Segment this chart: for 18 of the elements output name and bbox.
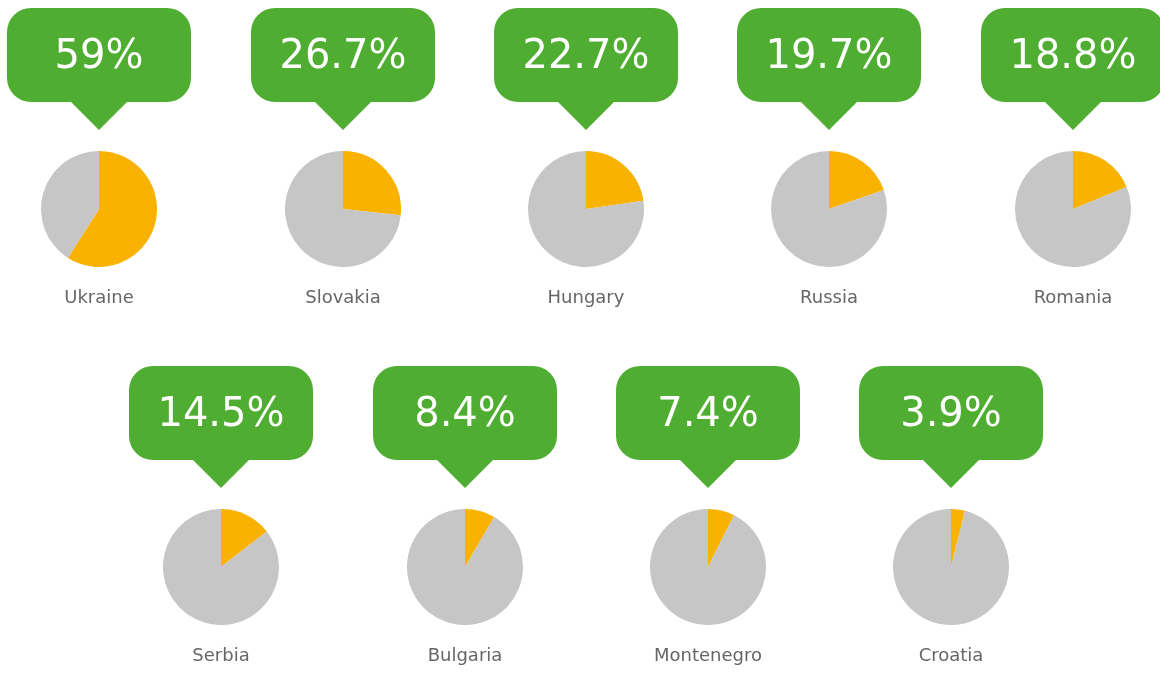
text: Bulgaria bbox=[426, 644, 504, 666]
text: Hungary bbox=[546, 286, 626, 308]
data-label: 26.7% bbox=[278, 30, 408, 78]
data-label: 22.7% bbox=[521, 30, 651, 78]
data-label: 19.7% bbox=[764, 30, 894, 78]
text: Slovakia bbox=[304, 286, 382, 308]
data-label: 14.5% bbox=[156, 388, 286, 436]
data-label: 59% bbox=[53, 30, 145, 78]
text: Romania bbox=[1032, 286, 1114, 308]
data-label: 18.8% bbox=[1008, 30, 1138, 78]
data-label: 7.4% bbox=[656, 388, 760, 436]
text: Ukraine bbox=[63, 286, 135, 308]
text: Montenegro bbox=[653, 644, 763, 666]
text: Serbia bbox=[191, 644, 251, 666]
text: Russia bbox=[799, 286, 859, 308]
data-label: 3.9% bbox=[899, 388, 1003, 436]
text: Croatia bbox=[917, 644, 985, 666]
data-label: 8.4% bbox=[413, 388, 517, 436]
